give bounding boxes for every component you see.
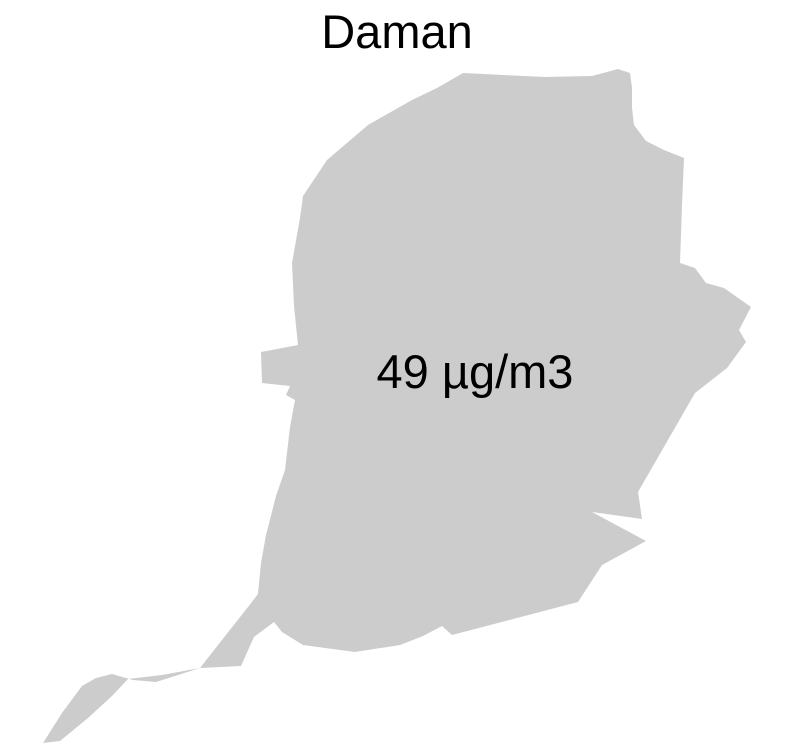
- daman-region-shape: [43, 69, 751, 743]
- region-value-label: 49 µg/m3: [376, 345, 574, 398]
- map-title: Daman: [321, 5, 473, 58]
